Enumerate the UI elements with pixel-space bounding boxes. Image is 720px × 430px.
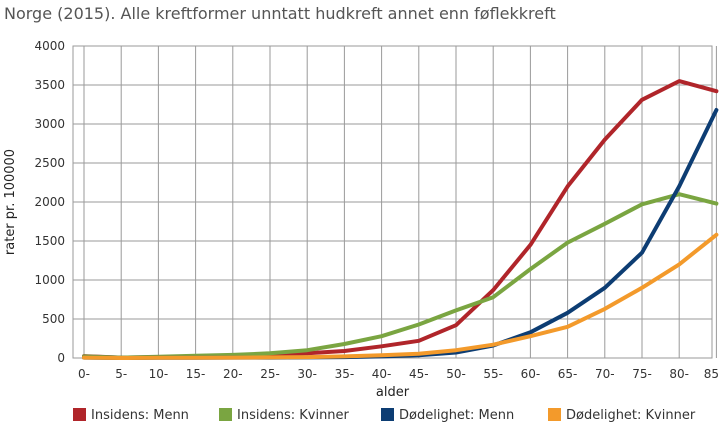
legend-label-4: Dødelighet: Kvinner	[566, 408, 696, 423]
x-tick-label: 25-	[260, 367, 280, 381]
y-tick-label: 0	[57, 351, 65, 365]
legend-swatch-4	[548, 408, 561, 421]
legend-label-2: Insidens: Kvinner	[237, 408, 350, 423]
x-tick-label: 65-	[558, 367, 578, 381]
y-axis-label: rater pr. 100000	[3, 149, 18, 255]
y-tick-label: 1000	[34, 273, 65, 287]
x-tick-label: 30-	[297, 367, 317, 381]
x-tick-label: 20-	[223, 367, 243, 381]
legend-label-3: Dødelighet: Menn	[399, 408, 514, 423]
series-line-3	[82, 108, 719, 360]
x-tick-label: 15-	[186, 367, 206, 381]
x-axis-label: alder	[376, 385, 410, 400]
chart-title: Norge (2015). Alle kreftformer unntatt h…	[4, 4, 556, 23]
x-tick-label: 75-	[632, 367, 652, 381]
series-line-2	[82, 192, 719, 360]
x-tick-label: 60-	[521, 367, 541, 381]
y-tick-label: 500	[42, 312, 65, 326]
legend-swatch-1	[73, 408, 86, 421]
series-line-4	[82, 232, 719, 360]
y-tick-label: 3000	[34, 117, 65, 131]
x-tick-label: 45-	[409, 367, 429, 381]
x-tick-label: 55-	[483, 367, 503, 381]
x-tick-label: 35-	[335, 367, 355, 381]
x-tick-label: 10-	[149, 367, 169, 381]
x-tick-label: 85+	[704, 367, 720, 381]
x-tick-label: 5-	[115, 367, 127, 381]
x-tick-label: 50-	[446, 367, 466, 381]
x-tick-label: 0-	[78, 367, 90, 381]
legend-swatch-3	[381, 408, 394, 421]
legend-swatch-2	[219, 408, 232, 421]
y-tick-label: 4000	[34, 39, 65, 53]
series-line-1	[82, 79, 719, 360]
y-tick-label: 1500	[34, 234, 65, 248]
legend-label-1: Insidens: Menn	[91, 408, 189, 423]
y-tick-label: 2500	[34, 156, 65, 170]
x-tick-label: 40-	[372, 367, 392, 381]
y-tick-label: 2000	[34, 195, 65, 209]
y-tick-label: 3500	[34, 78, 65, 92]
x-tick-label: 80-	[669, 367, 689, 381]
x-tick-label: 70-	[595, 367, 615, 381]
